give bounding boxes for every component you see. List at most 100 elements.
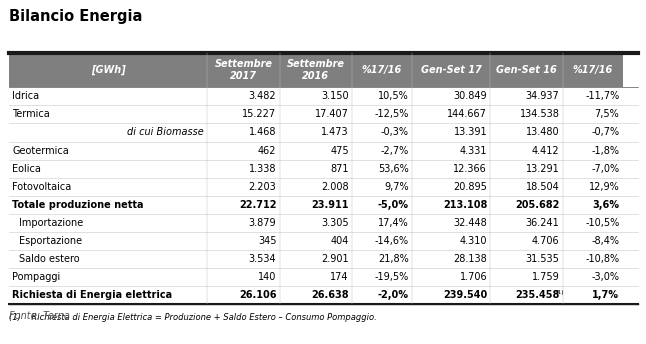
Text: 3.150: 3.150 xyxy=(321,91,349,101)
Text: 140: 140 xyxy=(258,272,276,282)
Bar xyxy=(563,53,623,87)
Text: -11,7%: -11,7% xyxy=(585,91,620,101)
Bar xyxy=(9,250,638,268)
Bar xyxy=(9,160,638,178)
Text: Importazione: Importazione xyxy=(19,218,83,228)
Text: -2,7%: -2,7% xyxy=(380,146,408,155)
Text: -3,0%: -3,0% xyxy=(591,272,620,282)
Text: 3.879: 3.879 xyxy=(249,218,276,228)
Text: 17,4%: 17,4% xyxy=(378,218,408,228)
Text: 134.538: 134.538 xyxy=(519,109,559,119)
Text: 13.291: 13.291 xyxy=(526,164,559,174)
Text: -12,5%: -12,5% xyxy=(374,109,408,119)
Text: 3,6%: 3,6% xyxy=(592,200,620,210)
Text: 12,9%: 12,9% xyxy=(589,182,620,192)
Text: -10,5%: -10,5% xyxy=(585,218,620,228)
Bar xyxy=(9,123,638,141)
Text: 17.407: 17.407 xyxy=(315,109,349,119)
Text: 174: 174 xyxy=(330,272,349,282)
Text: 475: 475 xyxy=(330,146,349,155)
Text: 22.712: 22.712 xyxy=(239,200,276,210)
Text: 31.535: 31.535 xyxy=(526,254,559,264)
Text: 1.468: 1.468 xyxy=(249,128,276,138)
Text: 2.901: 2.901 xyxy=(321,254,349,264)
Bar xyxy=(9,105,638,123)
Text: %17/16: %17/16 xyxy=(572,65,613,75)
Bar xyxy=(9,214,638,232)
Text: -0,3%: -0,3% xyxy=(380,128,408,138)
Text: Richiesta di Energia elettrica: Richiesta di Energia elettrica xyxy=(12,290,172,300)
Text: -14,6%: -14,6% xyxy=(375,236,408,246)
Text: 4.310: 4.310 xyxy=(460,236,487,246)
Text: Totale produzione netta: Totale produzione netta xyxy=(12,200,144,210)
Text: 12.366: 12.366 xyxy=(453,164,487,174)
Text: -1,8%: -1,8% xyxy=(591,146,620,155)
Text: Esportazione: Esportazione xyxy=(19,236,82,246)
Text: 1.338: 1.338 xyxy=(249,164,276,174)
Text: 2.008: 2.008 xyxy=(321,182,349,192)
Text: 3.305: 3.305 xyxy=(321,218,349,228)
Text: Idrica: Idrica xyxy=(12,91,39,101)
Text: Settembre
2017: Settembre 2017 xyxy=(214,60,273,81)
Text: -7,0%: -7,0% xyxy=(591,164,620,174)
Text: 7,5%: 7,5% xyxy=(594,109,620,119)
Text: 26.106: 26.106 xyxy=(239,290,276,300)
Bar xyxy=(412,53,490,87)
Text: 21,8%: 21,8% xyxy=(378,254,408,264)
Text: 235.458: 235.458 xyxy=(515,290,559,300)
Text: 3.534: 3.534 xyxy=(249,254,276,264)
Text: 34.937: 34.937 xyxy=(526,91,559,101)
Text: Geotermica: Geotermica xyxy=(12,146,69,155)
Text: 2.203: 2.203 xyxy=(249,182,276,192)
Text: [GWh]: [GWh] xyxy=(91,65,125,75)
Text: -5,0%: -5,0% xyxy=(377,200,408,210)
Text: 26.638: 26.638 xyxy=(311,290,349,300)
Bar xyxy=(490,53,563,87)
Text: Settembre
2016: Settembre 2016 xyxy=(287,60,345,81)
Text: 23.911: 23.911 xyxy=(311,200,349,210)
Text: Fotovoltaica: Fotovoltaica xyxy=(12,182,72,192)
Text: 13.480: 13.480 xyxy=(526,128,559,138)
Bar xyxy=(9,232,638,250)
Text: 239.540: 239.540 xyxy=(443,290,487,300)
Text: 4.331: 4.331 xyxy=(460,146,487,155)
Bar xyxy=(9,178,638,196)
Text: 4.412: 4.412 xyxy=(532,146,559,155)
Bar xyxy=(9,268,638,286)
Text: %17/16: %17/16 xyxy=(362,65,402,75)
Text: 462: 462 xyxy=(258,146,276,155)
Text: 144.667: 144.667 xyxy=(447,109,487,119)
Text: -10,8%: -10,8% xyxy=(585,254,620,264)
Bar xyxy=(280,53,352,87)
Bar xyxy=(9,53,207,87)
Text: 1.706: 1.706 xyxy=(459,272,487,282)
Text: -2,0%: -2,0% xyxy=(377,290,408,300)
Bar xyxy=(352,53,412,87)
Text: -19,5%: -19,5% xyxy=(374,272,408,282)
Text: 53,6%: 53,6% xyxy=(378,164,408,174)
Text: 1.473: 1.473 xyxy=(321,128,349,138)
Text: 1.759: 1.759 xyxy=(532,272,559,282)
Text: -8,4%: -8,4% xyxy=(591,236,620,246)
Text: Saldo estero: Saldo estero xyxy=(19,254,79,264)
Text: 18.504: 18.504 xyxy=(526,182,559,192)
Text: 404: 404 xyxy=(330,236,349,246)
Bar xyxy=(9,286,638,304)
Bar xyxy=(207,53,280,87)
Text: 15.227: 15.227 xyxy=(242,109,276,119)
Text: Bilancio Energia: Bilancio Energia xyxy=(9,9,142,24)
Text: Fonte: Terna: Fonte: Terna xyxy=(9,311,70,321)
Text: 36.241: 36.241 xyxy=(526,218,559,228)
Text: 871: 871 xyxy=(330,164,349,174)
Text: 32.448: 32.448 xyxy=(453,218,487,228)
Text: 20.895: 20.895 xyxy=(453,182,487,192)
Text: 9,7%: 9,7% xyxy=(384,182,408,192)
Text: Gen-Set 17: Gen-Set 17 xyxy=(421,65,481,75)
Text: Gen-Set 16: Gen-Set 16 xyxy=(496,65,557,75)
Text: 213.108: 213.108 xyxy=(443,200,487,210)
Text: -0,7%: -0,7% xyxy=(591,128,620,138)
Text: 205.682: 205.682 xyxy=(515,200,559,210)
Text: 1,7%: 1,7% xyxy=(592,290,620,300)
Text: 4.706: 4.706 xyxy=(532,236,559,246)
Bar xyxy=(9,196,638,214)
